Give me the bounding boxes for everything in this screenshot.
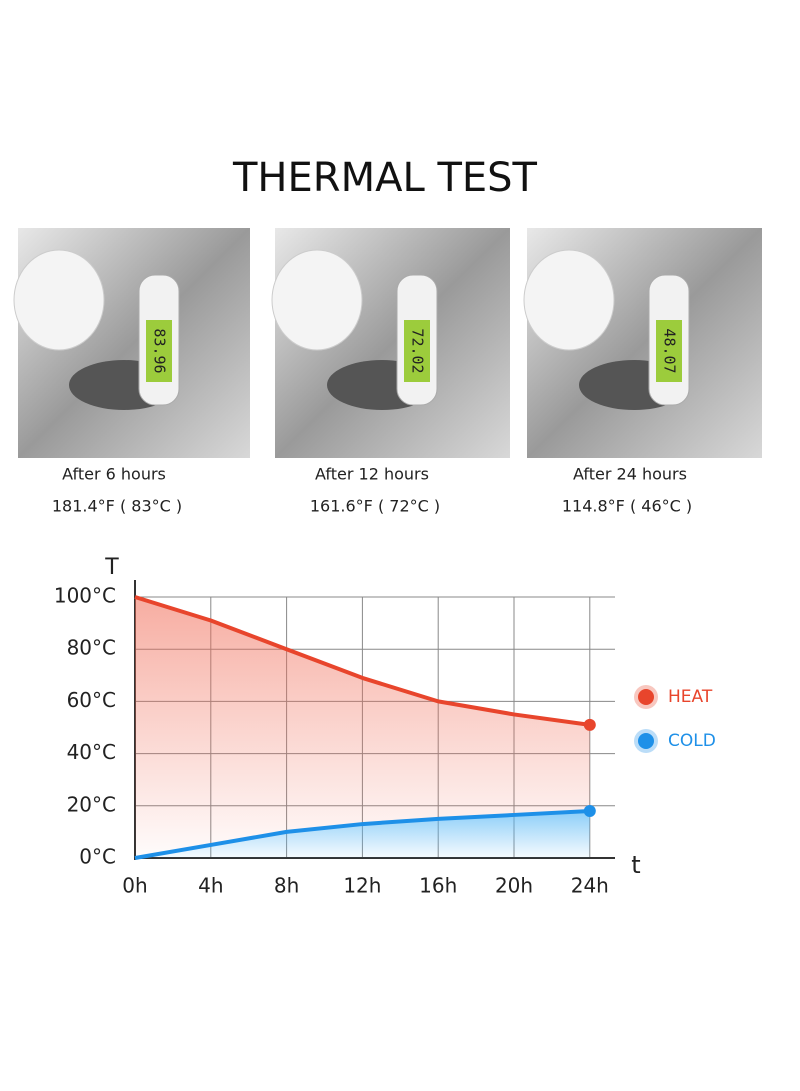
x-tick-label: 12h: [343, 874, 381, 898]
lcd-reading: 72.02: [409, 328, 427, 373]
area-fill: [135, 597, 590, 858]
y-tick-label: 60°C: [67, 688, 116, 712]
caption: After 6 hours: [62, 465, 166, 484]
reading: 114.8°F ( 46°C ): [562, 497, 692, 516]
caption: After 12 hours: [315, 465, 429, 484]
lcd: [404, 320, 430, 382]
title: THERMAL TEST: [232, 155, 538, 201]
end-dot: [583, 718, 596, 731]
reading: 161.6°F ( 72°C ): [310, 497, 440, 516]
caption: After 24 hours: [573, 465, 687, 484]
x-tick-label: 16h: [419, 874, 457, 898]
y-tick-label: 40°C: [67, 740, 116, 764]
lcd-reading: 48.07: [661, 328, 679, 373]
y-tick-label: 80°C: [67, 636, 116, 660]
lid: [271, 249, 363, 351]
legend-label: COLD: [668, 731, 716, 751]
y-tick-label: 20°C: [67, 792, 116, 816]
line: [134, 809, 590, 860]
reading: 181.4°F ( 83°C ): [52, 497, 182, 516]
line: [134, 595, 591, 727]
legend-dot: [638, 733, 654, 749]
y-tick-label: 0°C: [79, 845, 116, 869]
x-tick-label: 0h: [122, 874, 147, 898]
legend-dot: [638, 689, 654, 705]
lid: [13, 249, 105, 351]
lcd: [146, 320, 172, 382]
lcd-reading: 83.96: [151, 328, 169, 373]
x-axis-label: t: [631, 851, 640, 879]
x-tick-label: 8h: [274, 874, 299, 898]
lid: [523, 249, 615, 351]
area-fill: [135, 811, 590, 858]
x-tick-label: 24h: [571, 874, 609, 898]
legend-label: HEAT: [668, 687, 713, 707]
x-tick-label: 4h: [198, 874, 223, 898]
y-axis-label: T: [104, 555, 119, 580]
y-tick-label: 100°C: [54, 584, 116, 608]
x-tick-label: 20h: [495, 874, 533, 898]
lcd: [656, 320, 682, 382]
end-dot: [583, 805, 596, 818]
